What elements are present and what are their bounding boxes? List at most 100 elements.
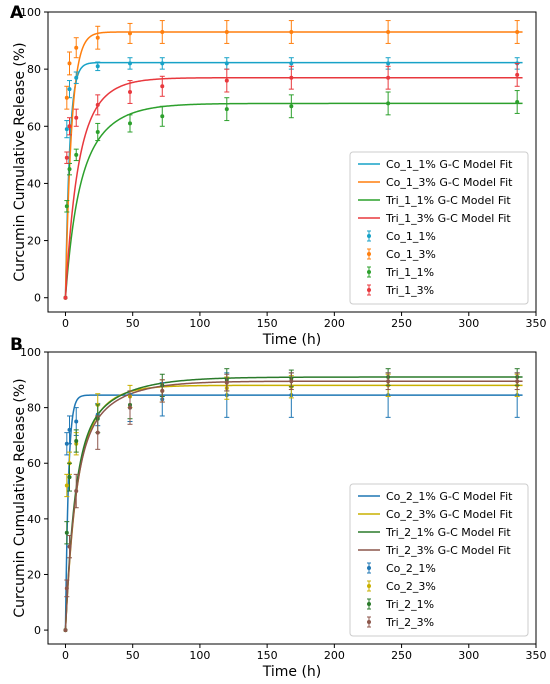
y-axis-label: Curcumin Cumulative Release (%) — [12, 42, 28, 281]
data-point — [64, 530, 69, 535]
y-tick-label: 60 — [27, 457, 41, 470]
data-point — [63, 628, 68, 633]
data-point — [515, 30, 520, 34]
data-point — [289, 104, 294, 109]
plot-frame — [47, 11, 537, 313]
x-tick-label: 250 — [391, 649, 412, 662]
data-point — [160, 114, 165, 119]
fit-line — [64, 380, 523, 631]
legend-entry: Tri_2_3% G-C Model Fit — [385, 544, 511, 557]
y-tick-label: 20 — [27, 235, 41, 248]
x-axis-label: Time (h) — [262, 664, 322, 680]
fit-line — [64, 61, 523, 298]
y-tick-label: 40 — [27, 177, 41, 190]
x-tick-label: 100 — [189, 317, 210, 330]
panel-B: B 0 50 100 150 200 250 300 350 0 20 40 60 80 100 Time (… — [10, 335, 547, 680]
data-point — [67, 427, 72, 432]
x-tick-label: 150 — [257, 649, 278, 662]
y-tick-label: 40 — [27, 513, 41, 526]
legend-entry: Tri_2_3% — [385, 616, 434, 629]
data-point — [515, 379, 520, 384]
data-point — [64, 204, 69, 209]
data-point — [386, 75, 391, 80]
data-point — [289, 379, 294, 384]
data-point — [67, 544, 72, 549]
legend-entry: Tri_1_1% — [385, 266, 434, 279]
data-point — [64, 155, 69, 160]
data-point — [224, 380, 229, 385]
data-point — [128, 31, 133, 36]
series-Tri_2_3% — [63, 372, 520, 633]
legend-entry: Co_1_3% — [386, 248, 436, 261]
data-point — [74, 152, 79, 157]
series-Tri_1_3% — [63, 62, 520, 300]
data-point — [515, 100, 520, 104]
fit-curves — [64, 31, 523, 298]
legend: Co_1_1% G-C Model Fit Co_1_3% G-C Model F… — [349, 151, 529, 305]
y-tick-label: 100 — [20, 6, 41, 19]
data-point — [95, 102, 100, 107]
data-point — [63, 295, 68, 300]
data-point — [160, 61, 165, 66]
legend-entry: Co_1_1% — [386, 230, 436, 243]
data-point — [74, 75, 79, 80]
legend-marker — [367, 270, 371, 274]
data-point — [64, 127, 69, 132]
x-tick-label: 250 — [391, 317, 412, 330]
data-point — [95, 64, 100, 69]
data-point — [160, 30, 165, 34]
data-point — [64, 483, 69, 488]
data-point — [160, 388, 165, 393]
legend-entry: Tri_1_3% — [385, 284, 434, 297]
legend-marker — [367, 584, 371, 588]
y-tick-label: 20 — [27, 568, 41, 581]
legend-marker — [367, 566, 371, 570]
data-point — [128, 121, 133, 126]
panel-A: A 0 50 100 150 200 250 300 350 0 20 40 60 80 100 Time (… — [10, 3, 547, 348]
data-point — [67, 124, 72, 129]
panel-letter: A — [10, 3, 24, 23]
x-tick-label: 300 — [458, 649, 479, 662]
legend-marker — [367, 234, 371, 238]
data-point — [515, 72, 520, 77]
legend-marker — [367, 288, 371, 292]
legend-entry: Tri_2_1% G-C Model Fit — [385, 526, 511, 539]
data-point — [74, 438, 79, 443]
x-tick-label: 350 — [526, 649, 547, 662]
y-tick-label: 100 — [20, 346, 41, 359]
legend-marker — [367, 602, 371, 606]
legend-entry: Co_2_1% — [386, 562, 436, 575]
y-tick-label: 60 — [27, 120, 41, 133]
legend-box — [349, 483, 529, 637]
y-tick-label: 80 — [27, 402, 41, 415]
legend-entry: Tri_1_1% G-C Model Fit — [385, 194, 511, 207]
x-tick-label: 300 — [458, 317, 479, 330]
panel-letter: B — [10, 335, 23, 355]
legend: Co_2_1% G-C Model Fit Co_2_3% G-C Model F… — [349, 483, 529, 637]
x-tick-label: 50 — [126, 649, 140, 662]
data-point — [67, 87, 72, 92]
legend-entry: Co_2_3% — [386, 580, 436, 593]
data-point — [95, 130, 100, 134]
y-tick-label: 80 — [27, 63, 41, 76]
data-point — [64, 441, 69, 446]
legend-box — [349, 151, 529, 305]
y-tick-label: 0 — [34, 292, 41, 305]
x-tick-label: 0 — [62, 649, 69, 662]
data-point — [386, 30, 391, 34]
data-point — [386, 379, 391, 384]
data-point — [128, 61, 133, 66]
data-point — [74, 419, 79, 424]
data-point — [289, 61, 294, 66]
data-point — [289, 30, 294, 34]
legend-entry: Co_1_3% G-C Model Fit — [386, 176, 513, 189]
x-tick-label: 350 — [526, 317, 547, 330]
legend-entry: Co_2_3% G-C Model Fit — [386, 508, 513, 521]
x-tick-label: 0 — [62, 317, 69, 330]
legend-entry: Co_1_1% G-C Model Fit — [386, 158, 513, 171]
legend-entry: Tri_2_1% — [385, 598, 434, 611]
data-point — [224, 61, 229, 66]
y-axis-label: Curcumin Cumulative Release (%) — [12, 378, 28, 617]
